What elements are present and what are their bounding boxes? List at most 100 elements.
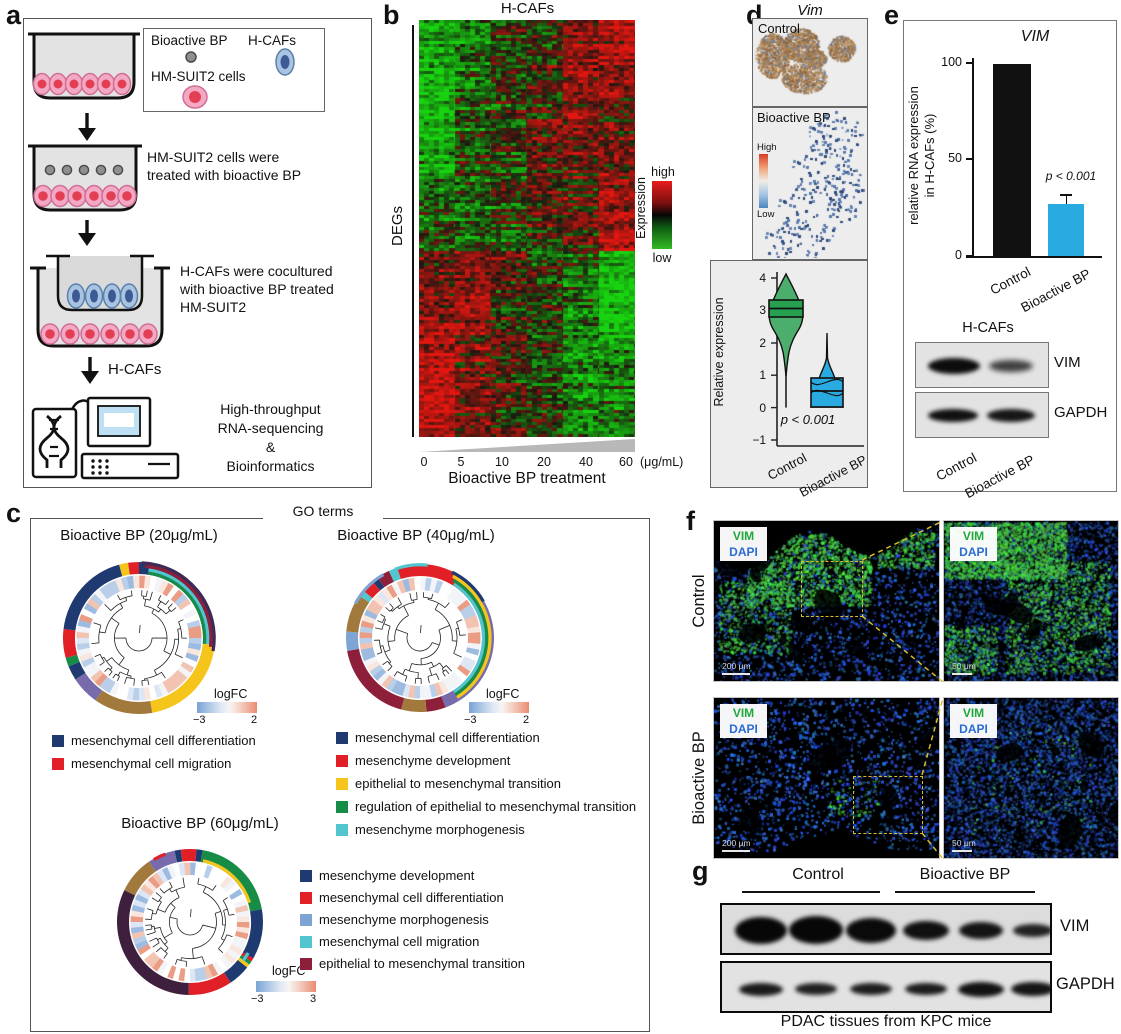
legend-text: mesenchymal cell migration [319,934,480,949]
e-ytick-mark [966,255,973,257]
blot-band [987,409,1035,422]
transwell-coculture-icon [30,254,170,348]
scalebar-label: 200 μm [722,838,751,848]
bar-bioactive-bp [1048,203,1084,256]
dapi-marker-label: DAPI [959,721,988,736]
zoom-region-rect [801,561,863,617]
pink-cells [32,72,132,96]
g-gapdh-blot [720,961,1052,1013]
e-gapdh-label: GAPDH [1054,404,1108,421]
heatmap-canvas [419,20,635,437]
b-x-tick: 40 [579,455,593,469]
violin-plot [768,272,864,447]
blot-band [846,917,896,943]
bp-particles [44,164,124,176]
e-p-value: p < 0.001 [1045,169,1097,183]
violin-ytick: 0 [759,401,766,415]
go-plot1-title: Bioactive BP (20μg/mL) [60,527,218,544]
go-terms-title: GO terms [263,503,383,519]
blot-band [739,982,783,996]
hmsuit2-cell-icon [182,85,208,109]
blot-band [903,920,949,940]
legend-color-swatch [300,913,312,926]
logfc-label-2: logFC [486,687,520,701]
dna-card-icon [31,407,78,479]
logfc-scale-3 [256,981,316,992]
go-circular-plot-20 [63,561,216,714]
if-image-bp-overview: VIM DAPI 200 μm [713,697,940,859]
culture-dish-icon [28,32,140,100]
colorbar-high-label: high [651,165,675,179]
spatial-control-image: Control [752,18,868,107]
arrow-down-icon [78,220,96,246]
g-caption: PDAC tissues from KPC mice [780,1013,992,1030]
bp-particle-icon [185,51,197,63]
go-plot3-title: Bioactive BP (60μg/mL) [121,815,279,832]
go-legend-item: mesenchyme morphogenesis [336,822,525,837]
blot-band [958,981,1004,997]
e-blot-header: H-CAFs [962,320,1014,336]
scalebar [952,673,972,675]
marker-tag: VIM DAPI [950,527,997,561]
degs-bracket [412,25,414,437]
dapi-marker-label: DAPI [729,721,758,736]
panel-a-label: a [6,0,22,30]
logfc-label-3: logFC [272,964,306,978]
g-group-control-line [742,891,880,893]
g-group-control: Control [792,866,844,883]
e-ytick: 0 [955,248,962,262]
go-legend-item: mesenchymal cell differentiation [300,890,504,905]
spatial-control-label: Control [758,21,800,36]
scalebar-label: 200 μm [722,661,751,671]
panel-e-label: e [884,0,900,30]
violin-ytick: 4 [759,271,766,285]
vim-marker-label: VIM [732,529,755,543]
go-legend-item: mesenchyme development [300,868,474,883]
step2-text: HM-SUIT2 cells were treated with bioacti… [147,149,302,184]
go-legend-item: mesenchyme development [336,753,510,768]
go-legend-item: mesenchymal cell migration [300,934,479,949]
legend-hcafs-label: H-CAFs [248,33,296,48]
computer-icon [80,396,180,480]
go-legend-item: regulation of epithelial to mesenchymal … [336,799,636,814]
spatial-bp-image: Bioactive BP High Low [752,107,868,260]
bar-chart-area [966,60,1106,256]
vim-bar-title: VIM [1020,28,1050,45]
legend-color-swatch [300,891,312,904]
g-group-bp-line [895,891,1035,893]
logfc-scale-1 [197,702,257,713]
legend-text: mesenchymal cell migration [71,756,232,771]
arrow-down-icon [78,113,96,141]
go-legend-item: mesenchymal cell migration [52,756,231,771]
blot-band [735,916,787,944]
marker-tag: VIM DAPI [720,704,767,738]
blot-band [795,983,837,995]
violin-ytick: 3 [759,303,766,317]
legend-text: mesenchymal cell differentiation [355,730,540,745]
panel-c-label: c [6,498,22,528]
arrow-down-icon [81,357,99,384]
error-bar [1065,195,1067,204]
colorbar-low-label: low [652,251,672,265]
violin-control [768,272,804,408]
legend-color-swatch [336,731,348,744]
e-vim-blot [915,342,1049,388]
scalebar-label: 50 μm [952,661,976,671]
hcaf-cell-icon [275,48,295,76]
legend-hmsuit2-label: HM-SUIT2 cells [151,69,246,84]
g-vim-label: VIM [1060,917,1090,935]
legend-color-swatch [52,757,64,770]
marker-tag: VIM DAPI [720,527,767,561]
b-x-unit: (μg/mL) [640,455,684,469]
panel-a-legend-box: Bioactive BP H-CAFs HM-SUIT2 cells [143,28,325,112]
blot-band [1013,923,1050,937]
vim-spatial-title: Vim [797,2,823,19]
legend-text: mesenchyme development [355,753,511,768]
go-legend-item: mesenchymal cell differentiation [336,730,540,745]
legend-color-swatch [336,777,348,790]
vim-marker-label: VIM [962,706,985,720]
dose-wedge [419,439,635,452]
e-ytick-mark [966,158,973,160]
logfc-max-3: 3 [310,993,317,1005]
